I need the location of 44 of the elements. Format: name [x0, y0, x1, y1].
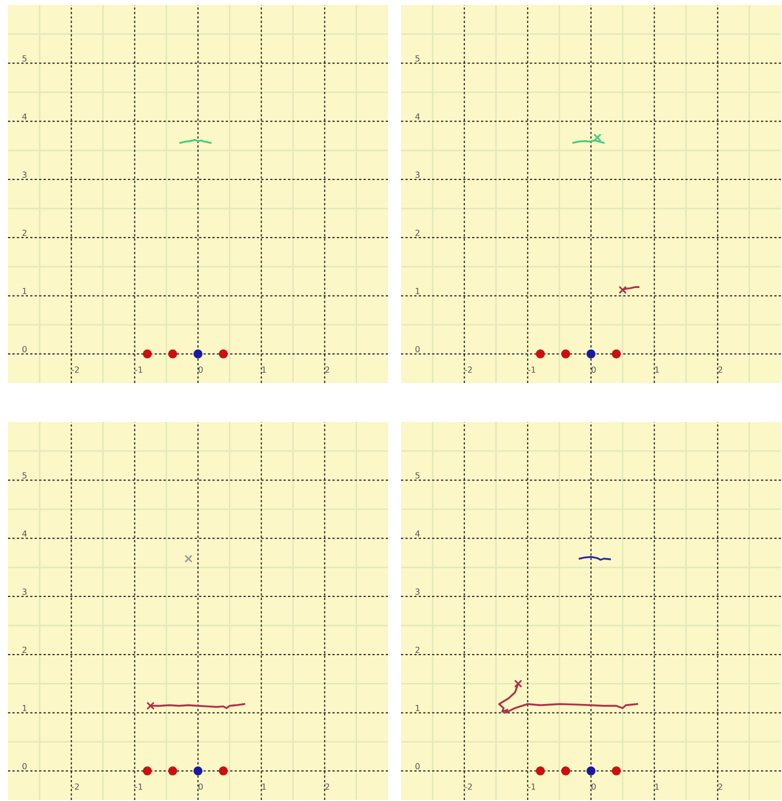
y-tick-label: 5	[22, 55, 26, 62]
y-tick-label: 4	[415, 114, 420, 120]
x-tick-label: -1	[528, 784, 536, 790]
x-tick-label: 2	[718, 366, 722, 373]
y-tick-label: 4	[415, 530, 420, 537]
x-tick-label: 1	[262, 784, 266, 790]
x-tick-label: 0	[592, 366, 596, 373]
x-tick-label: -1	[528, 366, 536, 373]
x-tick-label: 1	[262, 366, 266, 373]
y-tick-label: 4	[22, 114, 27, 120]
y-tick-label: 5	[416, 472, 420, 479]
y-tick-label: 1	[22, 288, 26, 294]
y-tick-label: 0	[415, 346, 420, 352]
x-tick-label: 2	[718, 783, 722, 790]
y-tick-label: 1	[416, 288, 420, 294]
y-tick-label: 4	[22, 530, 27, 537]
x-tick-label: 2	[325, 783, 330, 790]
y-tick-label: 5	[22, 472, 26, 479]
x-tick-label: 1	[655, 366, 659, 373]
y-tick-label: 0	[415, 763, 420, 770]
y-tick-label: 3	[416, 588, 420, 595]
y-tick-label: 2	[416, 646, 420, 653]
y-tick-label: 1	[22, 704, 26, 712]
x-tick-label: -1	[135, 784, 142, 790]
y-tick-label: 2	[22, 646, 26, 653]
x-tick-label: -1	[135, 366, 142, 373]
x-tick-label: 0	[198, 366, 203, 373]
y-tick-label: 0	[22, 346, 27, 352]
x-tick-label: 1	[655, 784, 659, 790]
y-tick-label: 2	[22, 230, 26, 236]
x-tick-label: 0	[198, 783, 203, 790]
x-tick-label: 2	[325, 366, 330, 373]
y-tick-label: 3	[416, 172, 420, 178]
x-tick-label: -2	[72, 366, 79, 373]
y-tick-label: 3	[22, 588, 27, 595]
x-tick-label: -2	[72, 783, 79, 790]
x-tick-label: -2	[464, 783, 472, 790]
y-tick-label: 1	[416, 704, 420, 712]
x-tick-label: -2	[464, 366, 472, 373]
y-tick-label: 0	[22, 763, 27, 770]
y-tick-label: 2	[416, 230, 420, 236]
x-tick-label: 0	[592, 783, 596, 790]
y-tick-label: 3	[22, 172, 27, 178]
y-tick-label: 5	[416, 55, 420, 62]
